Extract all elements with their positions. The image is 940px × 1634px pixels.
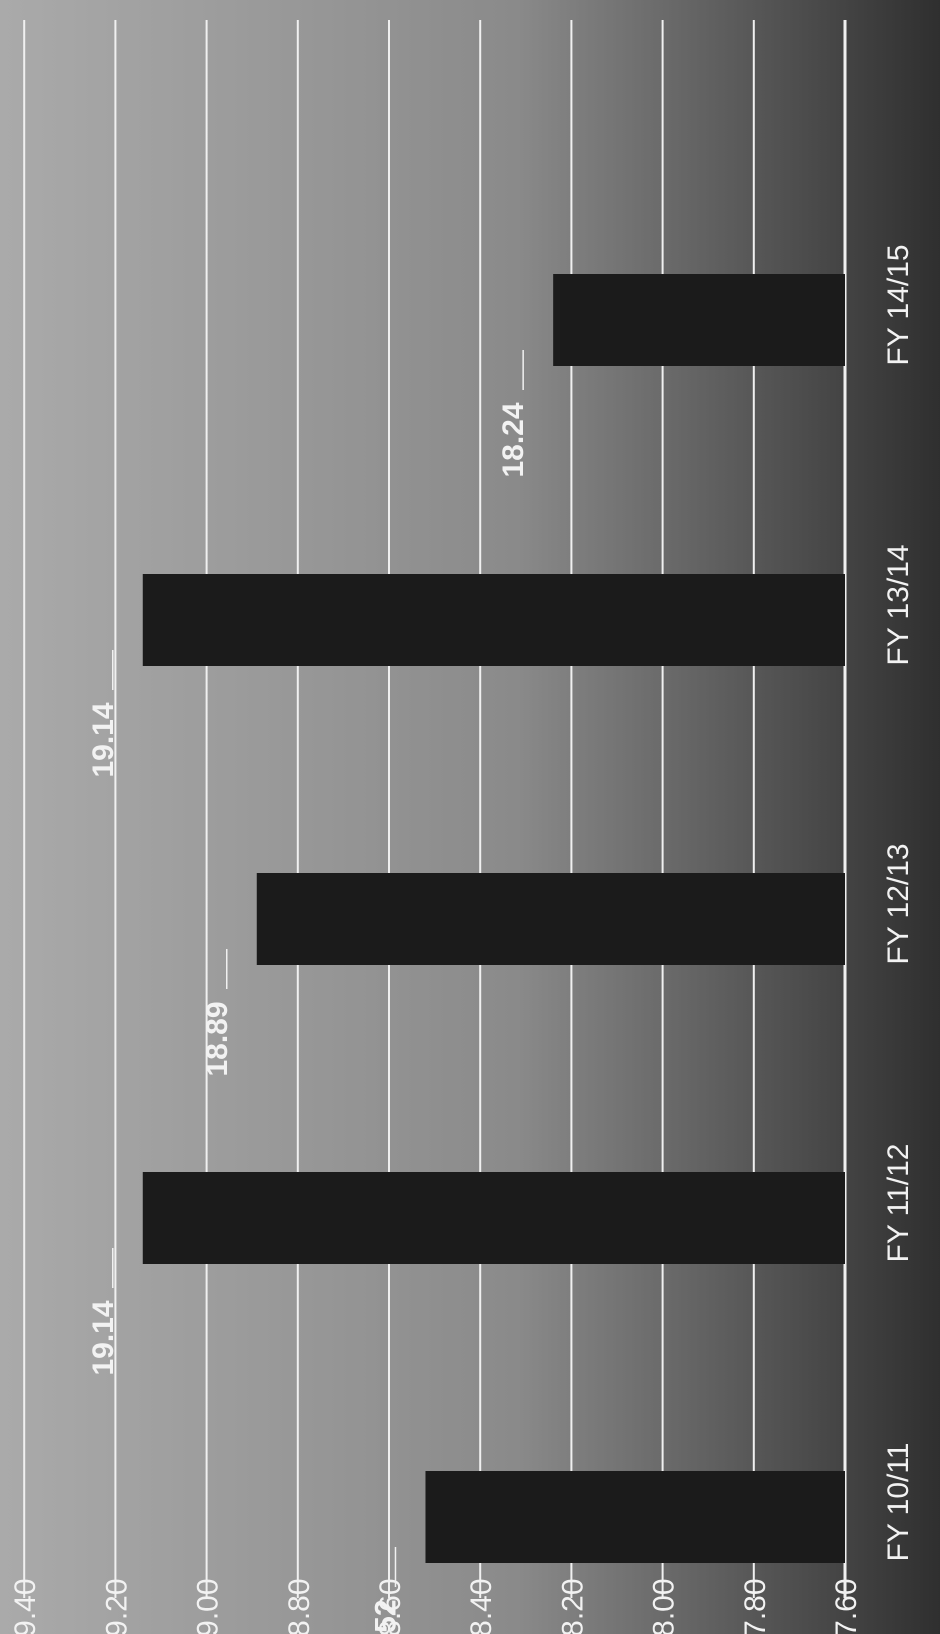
y-tick-label: 17.80 (739, 1578, 772, 1634)
value-label: 18.89 (201, 1001, 234, 1076)
y-tick-label: 18.20 (556, 1578, 589, 1634)
bar-1 (425, 1471, 845, 1563)
chart-plot-area: 17.6017.8018.0018.2018.4018.6018.8019.00… (9, 20, 915, 1634)
value-label: 19.14 (87, 1300, 120, 1375)
y-tick-label: 19.20 (100, 1578, 133, 1634)
y-tick-label: 18.40 (465, 1578, 498, 1634)
y-tick-label: 18.00 (648, 1578, 681, 1634)
value-label: 18.52 (369, 1599, 402, 1634)
category-label: FY 10/11 (882, 1443, 915, 1562)
bar-5 (553, 274, 845, 366)
y-tick-label: 19.40 (9, 1578, 42, 1634)
bar-3 (256, 873, 845, 965)
category-label: FY 12/13 (882, 843, 915, 964)
y-tick-label: 18.60 (374, 1578, 407, 1634)
value-label: 18.24 (497, 402, 530, 477)
bar-4 (142, 574, 845, 666)
bar-2 (142, 1172, 845, 1264)
value-label: 19.14 (87, 702, 120, 777)
category-label: FY 11/12 (882, 1144, 915, 1263)
category-label: FY 14/15 (882, 244, 915, 365)
category-label: FY 13/14 (882, 544, 915, 665)
y-tick-label: 19.00 (192, 1578, 225, 1634)
y-tick-label: 18.80 (283, 1578, 316, 1634)
